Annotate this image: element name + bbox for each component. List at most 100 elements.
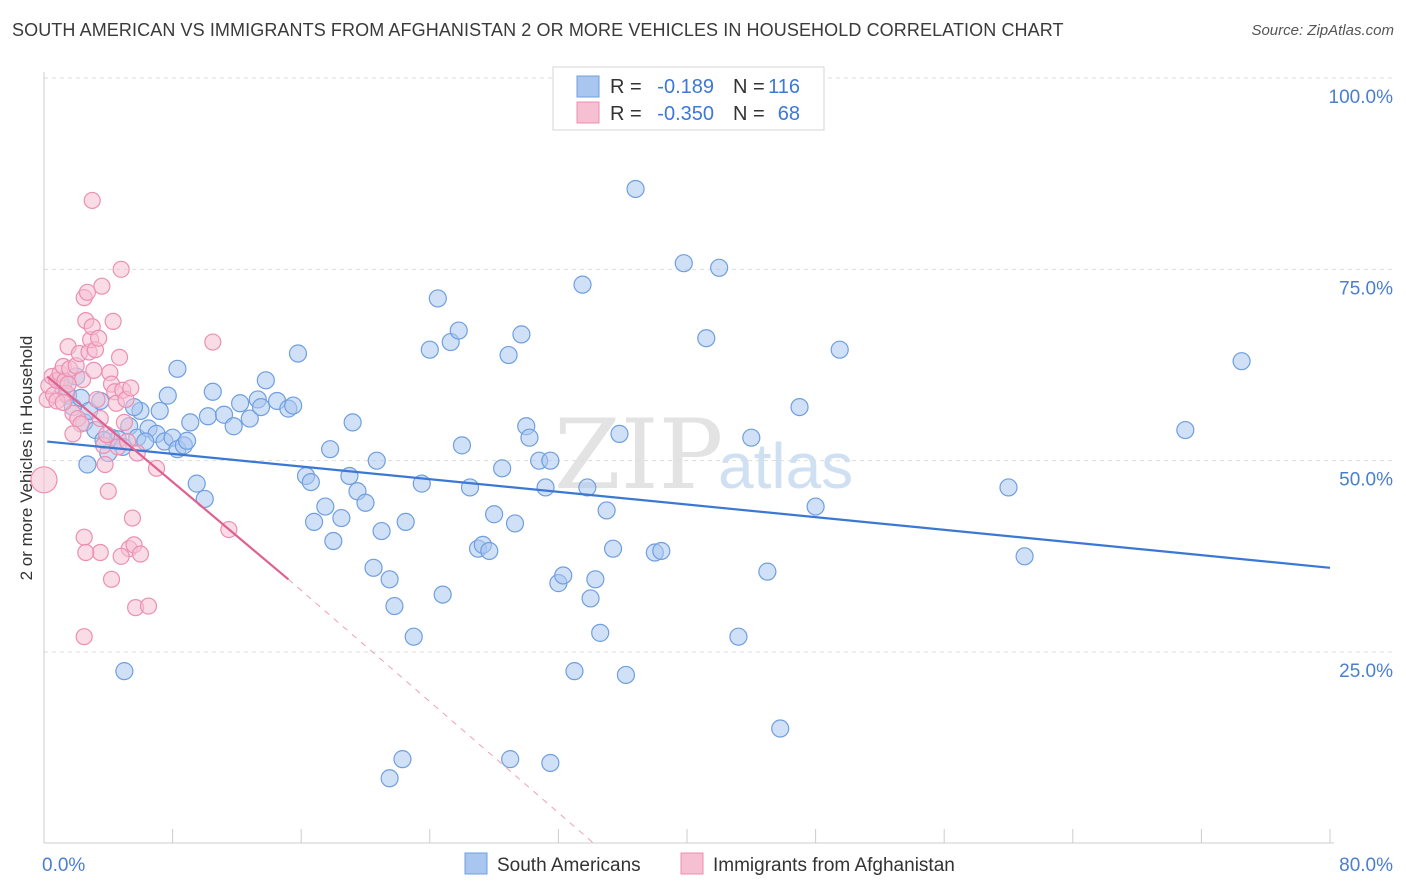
point-south-americans	[177, 431, 197, 450]
series-south-americans	[50, 179, 1251, 788]
point-south-americans	[1015, 547, 1034, 566]
point-south-americans	[251, 397, 271, 417]
point-south-americans	[364, 558, 383, 577]
y-tick-label: 75.0%	[1339, 278, 1393, 299]
point-south-americans	[674, 254, 693, 273]
source-label: Source: ZipAtlas.com	[1251, 22, 1394, 39]
point-south-americans	[541, 451, 560, 470]
point-south-americans	[321, 440, 340, 459]
point-south-americans	[493, 459, 512, 478]
point-south-americans	[610, 424, 629, 443]
point-afghanistan	[83, 191, 101, 210]
point-south-americans	[324, 531, 343, 551]
point-south-americans	[565, 662, 584, 681]
legend-pink-swatch	[576, 101, 600, 124]
series-legend: South Americans Immigrants from Afghanis…	[464, 852, 955, 876]
point-south-americans	[485, 505, 504, 524]
legend-south-americans-swatch	[464, 852, 488, 875]
point-south-americans	[187, 474, 206, 493]
point-south-americans	[367, 451, 386, 470]
trend-line-afghanistan	[46, 375, 290, 581]
gridlines	[44, 77, 1392, 653]
legend-blue-n-label: N =	[733, 76, 765, 98]
point-south-americans	[385, 596, 404, 616]
point-afghanistan	[88, 390, 106, 409]
point-south-americans	[420, 340, 439, 359]
legend-afghanistan-label: Immigrants from Afghanistan	[713, 855, 955, 876]
y-tick-label: 25.0%	[1339, 661, 1393, 682]
point-afghanistan	[59, 375, 77, 393]
point-south-americans	[597, 501, 616, 520]
point-afghanistan	[91, 543, 109, 562]
point-afghanistan	[75, 628, 93, 646]
point-south-americans	[541, 753, 560, 773]
point-south-americans	[697, 329, 716, 348]
point-south-americans	[758, 562, 777, 581]
y-axis-label: 2 or more Vehicles in Household	[17, 336, 36, 581]
point-afghanistan	[104, 312, 122, 330]
point-south-americans	[356, 493, 375, 512]
point-south-americans	[304, 512, 324, 531]
point-south-americans	[520, 428, 539, 447]
legend-pink-n-value: 68	[778, 103, 800, 125]
point-south-americans	[224, 417, 243, 436]
point-afghanistan	[131, 545, 150, 563]
point-afghanistan	[75, 528, 93, 546]
point-south-americans	[231, 394, 250, 413]
point-afghanistan	[78, 283, 97, 301]
point-afghanistan	[77, 543, 95, 562]
x-tick-labels: 0.0% 80.0%	[42, 829, 1393, 876]
trend-line-south-americans	[47, 440, 1331, 569]
legend-blue-r-value: -0.189	[657, 76, 714, 98]
point-south-americans	[203, 382, 222, 401]
point-south-americans	[316, 497, 335, 516]
trend-line-afghanistan-extension	[288, 578, 595, 844]
point-south-americans	[343, 413, 362, 432]
legend-pink-r-value: -0.350	[657, 103, 714, 125]
point-south-americans	[554, 566, 573, 585]
point-south-americans	[404, 627, 423, 646]
point-south-americans	[433, 585, 452, 604]
point-south-americans	[452, 436, 472, 455]
point-south-americans	[626, 179, 645, 199]
point-south-americans	[195, 489, 214, 509]
legend-pink-r-label: R =	[610, 103, 642, 125]
point-south-americans	[616, 665, 636, 685]
point-south-americans	[181, 413, 200, 432]
point-south-americans	[578, 478, 597, 497]
point-south-americans	[536, 478, 555, 497]
x-tick-label: 80.0%	[1339, 855, 1393, 876]
point-afghanistan	[102, 570, 121, 588]
point-afghanistan	[112, 260, 130, 278]
point-afghanistan	[99, 482, 117, 500]
watermark-atlas: atlas	[718, 430, 853, 502]
point-south-americans	[790, 397, 809, 417]
point-south-americans	[240, 409, 259, 428]
point-south-americans	[512, 325, 531, 344]
point-south-americans	[501, 750, 520, 769]
point-south-americans	[449, 321, 468, 340]
point-afghanistan	[122, 379, 140, 397]
point-south-americans	[603, 539, 623, 558]
y-tick-labels: 25.0% 50.0% 75.0% 100.0%	[1329, 87, 1394, 682]
point-afghanistan	[112, 547, 130, 565]
point-south-americans	[729, 627, 748, 646]
point-south-americans	[806, 497, 825, 516]
point-south-americans	[158, 386, 177, 405]
point-south-americans	[332, 508, 351, 528]
point-afghanistan	[96, 455, 114, 474]
point-afghanistan	[204, 333, 222, 351]
point-afghanistan	[98, 426, 116, 444]
legend-blue-swatch	[576, 75, 600, 98]
point-south-americans	[742, 428, 761, 447]
point-south-americans	[198, 407, 218, 426]
point-afghanistan	[110, 348, 129, 366]
point-afghanistan	[123, 509, 142, 527]
point-afghanistan	[90, 329, 108, 347]
y-tick-label: 50.0%	[1339, 470, 1393, 491]
point-south-americans	[581, 589, 600, 608]
point-afghanistan	[91, 409, 109, 428]
point-south-americans	[499, 345, 518, 365]
point-south-americans	[256, 371, 275, 390]
